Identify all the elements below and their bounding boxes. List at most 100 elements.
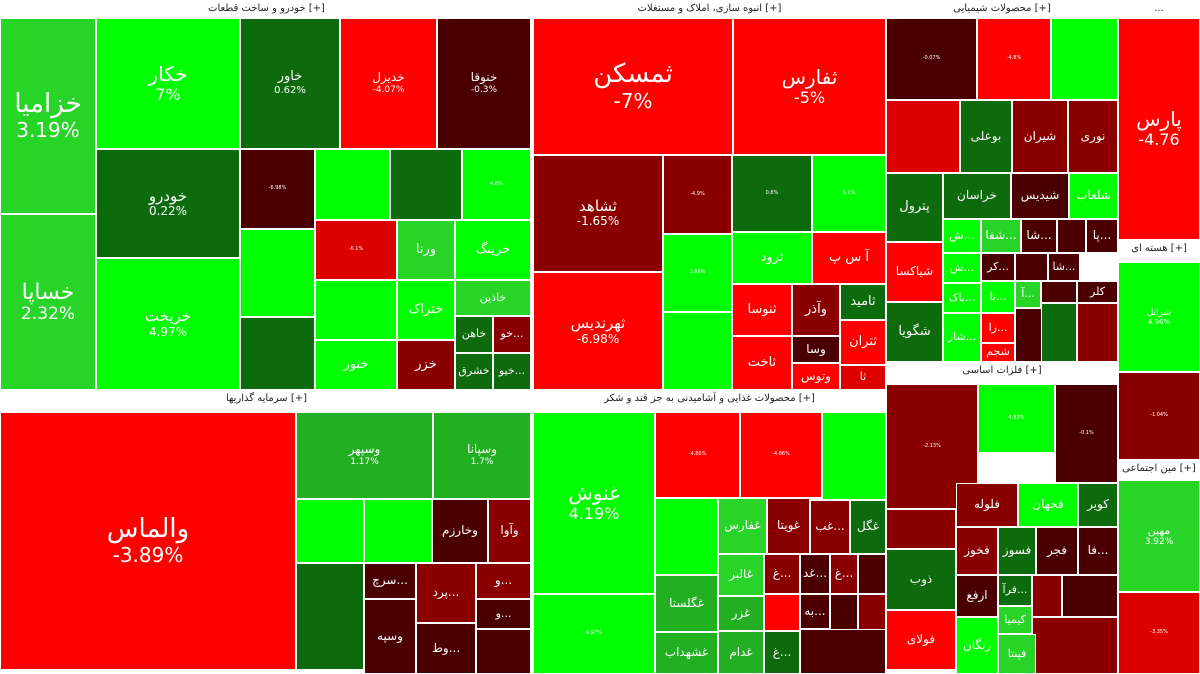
treemap-tile[interactable]: وآوا [488,499,531,563]
treemap-tile[interactable]: خنوقا -0.3% [437,18,531,149]
treemap-tile[interactable]: ثنوسا [732,284,792,336]
treemap-tile[interactable]: فجهان [1018,483,1078,527]
treemap-tile[interactable]: غزر [718,596,764,631]
treemap-tile[interactable] [240,317,315,390]
treemap-tile[interactable]: شلعاب [1069,173,1118,219]
sector-title[interactable]: هسته ای [+] [1118,240,1200,258]
treemap-tile[interactable]: بوعلی [960,100,1012,173]
treemap-tile[interactable]: ارفع [956,575,998,617]
sector-title[interactable]: محصولات غذایی و آشامیدنی به جز قند و شکر… [533,390,886,408]
treemap-tile[interactable]: ش... [943,219,981,253]
treemap-tile[interactable]: شگویا [886,302,943,362]
treemap-tile[interactable]: خاهن [455,316,493,353]
treemap-tile[interactable] [1015,253,1048,281]
treemap-tile[interactable] [1051,18,1118,100]
treemap-tile[interactable]: شار... [943,313,981,362]
treemap-tile[interactable]: وخارزم [432,499,488,563]
treemap-tile[interactable]: فپنتا [998,634,1036,674]
sector-title[interactable]: سرمایه گذاریها [+] [0,390,533,408]
treemap-tile-filler[interactable] [476,629,531,674]
treemap-tile[interactable]: غ... [830,554,858,594]
treemap-tile[interactable]: -4.8% [977,18,1051,100]
treemap-tile[interactable]: وسا [792,336,840,363]
sector-title[interactable]: انبوه سازی، املاک و مستغلات [+] [533,0,886,18]
treemap-tile[interactable]: -4.86% [655,412,740,498]
treemap-tile[interactable]: ثا [840,365,886,390]
treemap-tile[interactable]: غگل [850,500,886,554]
treemap-tile[interactable]: نوری [1068,100,1118,173]
treemap-tile[interactable] [315,149,390,220]
treemap-tile[interactable]: 6.97% [533,594,655,674]
treemap-tile[interactable]: ثرود [732,232,812,284]
treemap-tile[interactable]: -6.98% [240,149,315,229]
treemap-tile[interactable]: خدیزل -4.07% [340,18,437,149]
treemap-tile[interactable]: غد... [800,554,830,594]
treemap-tile-filler[interactable] [1032,617,1118,674]
treemap-tile[interactable]: -6.1% [315,220,397,280]
treemap-tile[interactable]: وآذر [792,284,840,336]
treemap-tile[interactable]: فسوز [998,527,1036,575]
treemap-tile[interactable]: غ... [764,554,800,594]
treemap-tile[interactable]: زنگان [956,617,998,674]
treemap-tile[interactable]: خزامیا 3.19% [0,18,96,214]
treemap-tile[interactable]: خرینگ [455,220,531,280]
treemap-tile[interactable] [1041,281,1077,303]
treemap-tile[interactable] [1032,575,1062,617]
treemap-tile[interactable]: ش... [943,253,981,283]
treemap-tile[interactable]: به... [800,594,830,629]
treemap-tile[interactable]: کلر [1077,281,1118,303]
treemap-tile[interactable]: ذوب [886,549,956,610]
treemap-tile[interactable]: غ... [764,631,800,674]
treemap-tile[interactable]: -0.07% [886,18,977,100]
treemap-tile-filler[interactable] [858,594,886,634]
treemap-tile[interactable]: شیاکسا [886,242,943,302]
treemap-tile[interactable]: ختور [315,340,397,390]
treemap-tile[interactable]: فولای [886,610,956,670]
treemap-tile[interactable]: شیدیس [1011,173,1069,219]
treemap-tile[interactable] [1057,219,1086,253]
treemap-tile[interactable]: فلوله [956,483,1018,527]
treemap-tile[interactable] [886,100,960,173]
treemap-tile[interactable]: غالبر [718,554,764,596]
treemap-tile[interactable]: شجم [981,343,1015,362]
treemap-tile[interactable]: غفارس [718,498,767,554]
treemap-tile[interactable]: 3.66% [663,234,732,312]
treemap-tile[interactable]: مهین 3.92% [1118,480,1200,592]
treemap-tile[interactable]: کیمیا [998,606,1032,634]
treemap-tile[interactable]: غدام [718,631,764,674]
treemap-tile[interactable]: وسپهر 1.17% [296,412,433,499]
treemap-tile[interactable]: پارس -4.76 [1118,18,1200,240]
treemap-tile[interactable] [822,412,886,500]
treemap-tile[interactable] [390,149,462,220]
treemap-tile[interactable]: ورنا [397,220,455,280]
treemap-tile[interactable]: پرد... [416,563,476,623]
sector-title[interactable]: خودرو و ساخت قطعات [+] [0,0,533,18]
treemap-tile[interactable]: فا... [1078,527,1118,575]
treemap-tile[interactable]: شراتل 4.96% [1118,262,1200,372]
treemap-tile-filler[interactable] [858,554,886,594]
treemap-tile[interactable]: غشهداب [655,632,718,674]
treemap-tile[interactable]: پا... [1086,219,1118,253]
treemap-tile[interactable] [240,229,315,317]
treemap-tile[interactable] [296,563,364,670]
treemap-tile[interactable]: پترول [886,173,943,242]
treemap-tile[interactable]: وتوس [792,363,840,390]
treemap-tile[interactable]: سرچ... [364,563,416,599]
treemap-tile[interactable]: ختراک [397,280,455,340]
treemap-tile[interactable]: خریخت 4.97% [96,258,240,390]
treemap-tile[interactable] [886,509,956,549]
treemap-tile[interactable]: شا... [1021,219,1057,253]
sector-title[interactable]: فلزات اساسی [+] [886,362,1118,380]
treemap-tile[interactable]: شیران [1012,100,1068,173]
sector-title[interactable]: مین اجتماعی [+] [1118,460,1200,478]
treemap-tile[interactable]: کر... [981,253,1015,281]
treemap-tile[interactable]: ثامید [840,284,886,320]
treemap-tile[interactable]: غویتا [767,498,810,554]
treemap-tile[interactable]: غب... [810,500,850,554]
treemap-tile[interactable]: وط... [416,623,476,674]
treemap-tile-filler[interactable] [1041,303,1077,362]
treemap-tile[interactable]: 5.1% [812,155,886,232]
treemap-tile[interactable]: ثهرندیس -6.98% [533,272,663,390]
treemap-tile[interactable]: ثتران [840,320,886,365]
treemap-tile-filler[interactable] [830,594,858,634]
